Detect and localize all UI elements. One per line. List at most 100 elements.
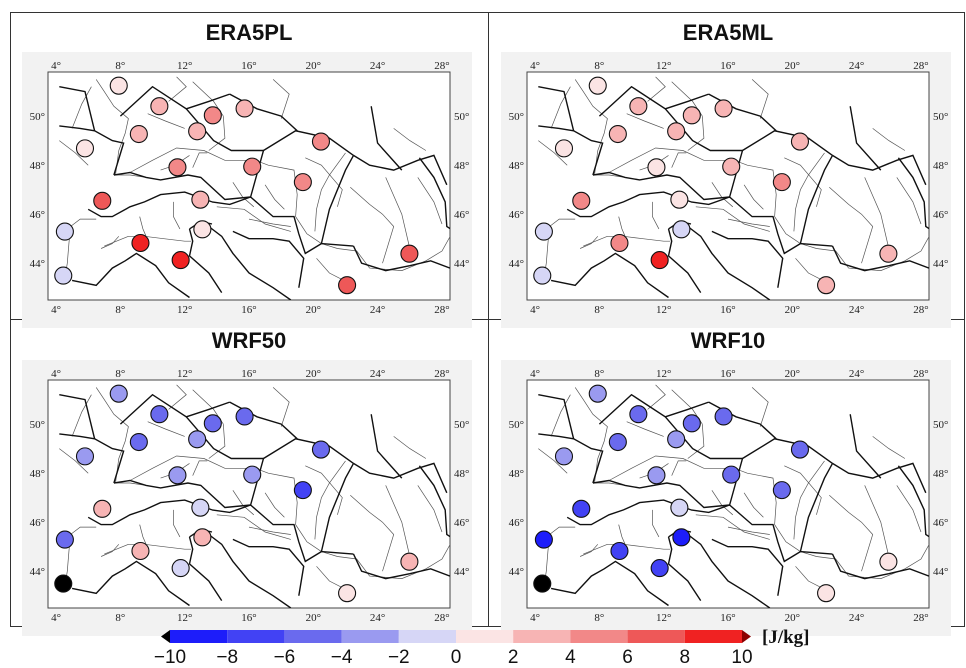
river-line [208, 116, 226, 151]
border-line [538, 125, 604, 176]
colorbar-tick-label: 6 [622, 647, 633, 668]
river-line [316, 566, 345, 589]
station-marker [243, 465, 262, 484]
panel-title: ERA5PL [206, 20, 293, 45]
lon-tick-label: 16° [241, 368, 256, 380]
station-marker [191, 190, 210, 209]
river-line [192, 152, 208, 168]
colorbar-tick-label: 4 [565, 647, 576, 668]
lat-tick-label: 46° [454, 209, 469, 221]
station-marker [534, 222, 553, 241]
river-line [59, 448, 89, 474]
border-line [353, 154, 448, 186]
station-marker [610, 541, 629, 561]
station-marker [772, 173, 791, 192]
station-marker [55, 530, 74, 549]
station-marker [171, 251, 190, 270]
station-marker [588, 76, 607, 95]
lon-tick-label: 12° [177, 612, 192, 624]
border-line [538, 433, 604, 484]
station-marker [168, 158, 187, 177]
lon-tick-label: 4° [51, 368, 61, 380]
river-line [795, 258, 824, 281]
panel-title: WRF10 [691, 328, 766, 353]
lon-tick-label: 28° [434, 60, 449, 72]
lat-tick-label: 46° [933, 209, 948, 221]
map-geography [59, 76, 450, 300]
river-line [264, 492, 285, 518]
station-marker [772, 481, 791, 500]
station-marker [554, 447, 574, 466]
border-line [538, 86, 575, 131]
station-marker [188, 430, 207, 449]
lon-tick-label: 12° [656, 60, 671, 72]
river-line [129, 455, 450, 579]
lat-tick-label: 46° [509, 209, 524, 221]
river-line [95, 79, 147, 178]
river-line [829, 186, 874, 264]
border-line [59, 125, 125, 176]
border-line [550, 560, 669, 607]
lon-tick-label: 12° [177, 368, 192, 380]
station-marker [131, 233, 150, 253]
lon-tick-label: 20° [785, 368, 800, 380]
lon-tick-label: 16° [720, 304, 735, 316]
lat-tick-label: 48° [509, 468, 524, 480]
lat-tick-label: 44° [30, 258, 45, 270]
lat-tick-label: 48° [509, 160, 524, 172]
colorbar-tick-label: 2 [508, 647, 519, 668]
river-line [687, 116, 705, 151]
map-geography [538, 384, 929, 608]
river-line [417, 177, 443, 225]
border-line [232, 538, 305, 596]
station-marker [682, 414, 701, 433]
station-marker [311, 440, 331, 459]
station-marker [722, 465, 741, 484]
border-line [687, 225, 771, 300]
lon-tick-label: 20° [785, 60, 800, 72]
border-line [566, 499, 692, 526]
colorbar-segment [513, 630, 571, 643]
lat-tick-label: 46° [30, 517, 45, 529]
river-line [59, 140, 89, 166]
lat-tick-label: 48° [933, 160, 948, 172]
colorbar-segment [456, 630, 514, 643]
map-panel-wrf50: WRF50 4° 4° 8° 8° 12° 12° 16° 16° 20° 20° 24° 24° 28°… [22, 328, 472, 636]
lon-tick-label: 16° [241, 612, 256, 624]
station-marker [670, 190, 689, 209]
river-line [538, 140, 568, 166]
map-panel-wrf10: WRF10 4° 4° 8° 8° 12° 12° 16° 16° 20° 20° 24° 24° 28°… [501, 328, 951, 636]
river-line [232, 182, 255, 208]
colorbar-under-arrow [161, 630, 170, 643]
lat-tick-label: 44° [509, 258, 524, 270]
river-line [272, 79, 290, 119]
river-line [393, 436, 427, 459]
river-line [872, 128, 906, 151]
station-marker [75, 139, 95, 158]
lon-tick-label: 12° [656, 304, 671, 316]
lon-tick-label: 20° [306, 612, 321, 624]
station-marker [629, 97, 648, 116]
river-line [647, 76, 666, 102]
border-line [667, 228, 702, 293]
river-line [574, 387, 626, 486]
colorbar-tick-label: −2 [388, 647, 410, 668]
lat-tick-label: 50° [509, 111, 524, 123]
river-line [104, 235, 192, 247]
lat-tick-label: 50° [30, 111, 45, 123]
lon-tick-label: 12° [177, 60, 192, 72]
border-line [59, 86, 96, 131]
station-marker [608, 124, 627, 144]
river-line [71, 394, 92, 437]
river-line [687, 424, 705, 459]
border-line [370, 106, 403, 171]
station-marker [667, 122, 686, 141]
border-line [592, 479, 730, 509]
river-line [608, 147, 929, 271]
station-marker [790, 440, 810, 459]
station-marker [235, 99, 254, 118]
border-line [592, 171, 730, 201]
river-line [579, 236, 599, 249]
border-line [849, 414, 882, 479]
river-line [793, 152, 825, 232]
